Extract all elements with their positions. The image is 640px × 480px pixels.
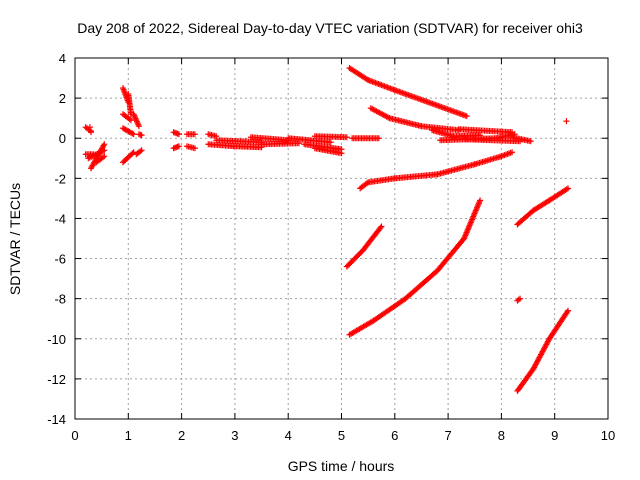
x-tick-label: 3 xyxy=(231,428,238,443)
y-tick-label: 2 xyxy=(59,91,66,106)
data-point xyxy=(327,139,334,146)
x-tick-label: 5 xyxy=(338,428,345,443)
x-tick-label: 8 xyxy=(498,428,505,443)
chart-title: Day 208 of 2022, Sidereal Day-to-day VTE… xyxy=(77,20,583,36)
y-tick-label: -12 xyxy=(47,372,66,387)
data-point xyxy=(175,131,182,138)
data-point xyxy=(135,123,142,130)
data-point xyxy=(343,134,350,141)
data-point xyxy=(137,148,144,155)
y-tick-label: -14 xyxy=(47,412,66,427)
data-point xyxy=(138,147,145,154)
data-point xyxy=(378,223,385,230)
y-tick-label: -10 xyxy=(47,332,66,347)
x-axis-label: GPS time / hours xyxy=(288,458,395,474)
data-point xyxy=(86,124,93,131)
data-point xyxy=(129,150,136,157)
data-point xyxy=(129,130,136,137)
data-point xyxy=(130,131,137,138)
data-point xyxy=(565,185,572,192)
data-point xyxy=(191,145,198,152)
data-point xyxy=(565,307,572,314)
data-point xyxy=(377,224,384,231)
plot-frame xyxy=(74,57,609,420)
data-point xyxy=(191,131,198,138)
x-tick-label: 10 xyxy=(601,428,615,443)
x-tick-label: 1 xyxy=(125,428,132,443)
y-tick-label: -6 xyxy=(54,252,66,267)
grid xyxy=(75,58,608,419)
data-point xyxy=(87,129,94,136)
data-point xyxy=(138,132,145,139)
data-point xyxy=(127,117,134,124)
data-point xyxy=(338,150,345,157)
y-tick-label: -2 xyxy=(54,171,66,186)
data-point xyxy=(99,154,106,161)
x-tick-label: 7 xyxy=(444,428,451,443)
data-point xyxy=(564,309,571,316)
data-points xyxy=(82,65,572,394)
data-point xyxy=(175,143,182,150)
data-point xyxy=(527,138,534,145)
data-point xyxy=(358,184,365,191)
data-point xyxy=(101,147,108,154)
y-tick-label: -4 xyxy=(54,211,66,226)
data-point xyxy=(126,116,133,123)
data-point xyxy=(563,118,570,125)
data-point xyxy=(375,135,382,142)
data-point xyxy=(517,295,524,302)
data-point xyxy=(101,141,108,148)
data-point xyxy=(515,296,522,303)
x-tick-label: 9 xyxy=(551,428,558,443)
x-tick-label: 6 xyxy=(391,428,398,443)
x-tick-label: 4 xyxy=(285,428,292,443)
data-point xyxy=(477,197,484,204)
data-point xyxy=(357,185,364,192)
y-tick-label: -8 xyxy=(54,292,66,307)
y-tick-label: 4 xyxy=(59,51,66,66)
x-tick-label: 2 xyxy=(178,428,185,443)
y-tick-label: 0 xyxy=(59,131,66,146)
y-axis-label: SDTVAR / TECUs xyxy=(7,183,23,295)
data-point xyxy=(101,153,108,160)
x-tick-label: 0 xyxy=(71,428,78,443)
data-point xyxy=(463,113,470,120)
data-point xyxy=(563,186,570,193)
